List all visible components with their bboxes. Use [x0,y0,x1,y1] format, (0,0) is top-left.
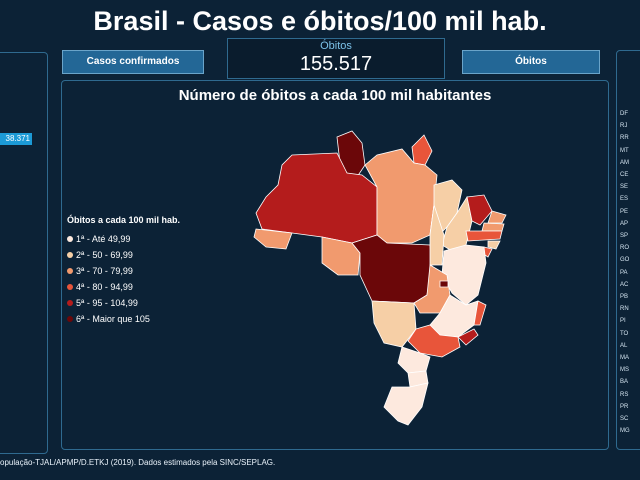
state-pe[interactable] [465,230,503,242]
legend-label: 1ª - Até 49,99 [76,234,131,244]
legend-label: 6ª - Maior que 105 [76,314,150,324]
map-legend: Óbitos a cada 100 mil hab. 1ª - Até 49,9… [67,215,180,327]
legend-label: 3ª - 70 - 79,99 [76,266,133,276]
state-list-item[interactable]: PI [620,318,626,325]
state-rj[interactable] [457,328,479,346]
state-list-item[interactable]: PB [620,294,629,301]
legend-dot-icon [67,236,73,242]
state-df[interactable] [439,280,449,288]
obitos-button[interactable]: Óbitos [462,50,600,74]
map-panel: Número de óbitos a cada 100 mil habitant… [61,80,609,450]
state-list-item[interactable]: PR [620,403,629,410]
state-list-item[interactable]: DF [620,111,628,117]
legend-dot-icon [67,284,73,290]
state-list-item[interactable]: RO [620,245,629,252]
state-list-item[interactable]: MS [620,367,629,374]
state-list-item[interactable]: RS [620,391,629,398]
legend-title: Óbitos a cada 100 mil hab. [67,215,181,225]
state-list-item[interactable]: SE [620,184,629,191]
legend-label: 5ª - 95 - 104,99 [76,298,138,308]
state-mt[interactable] [351,234,433,304]
state-list-item[interactable]: MT [620,147,629,154]
state-list: DF RJ RR MT AM CE SE ES PE AP SP RO GO PA AC PB RN PI TO AL… [620,108,630,437]
legend-item: 3ª - 70 - 79,99 [67,263,180,279]
legend-dot-icon [67,252,73,258]
state-ap[interactable] [411,134,433,166]
state-list-item[interactable]: SP [620,233,629,240]
state-list-panel: DF RJ RR MT AM CE SE ES PE AP SP RO GO PA AC PB RN PI TO AL… [616,50,640,450]
left-panel: 38.371 [0,52,48,454]
legend-item: 2ª - 50 - 69,99 [67,247,180,263]
state-list-item[interactable]: AL [620,342,628,349]
footer-source: opulação-TJAL/APMP/D.ETKJ (2019). Dados … [0,458,276,467]
state-rs[interactable] [383,382,429,426]
state-list-item[interactable]: AM [620,159,629,166]
state-ac[interactable] [253,228,293,250]
state-list-item[interactable]: GO [620,257,630,264]
state-list-item[interactable]: MA [620,355,629,362]
state-list-item[interactable]: BA [620,379,629,386]
state-rn[interactable] [487,210,507,224]
legend-dot-icon [67,268,73,274]
state-list-item[interactable]: ES [620,196,629,203]
legend-dot-icon [67,300,73,306]
state-list-item[interactable]: RN [620,306,629,313]
legend-item: 5ª - 95 - 104,99 [67,295,180,311]
legend-item: 4ª - 80 - 94,99 [67,279,180,295]
state-list-item[interactable]: RR [620,135,629,142]
legend-label: 2ª - 50 - 69,99 [76,250,133,260]
state-list-item[interactable]: RJ [620,123,628,130]
state-pb[interactable] [481,222,505,232]
map-title: Número de óbitos a cada 100 mil habitant… [178,87,492,104]
obitos-kpi-card: Óbitos 155.517 [227,38,445,79]
state-list-item[interactable]: SC [620,416,629,423]
state-list-item[interactable]: PE [620,208,629,215]
legend-item: 1ª - Até 49,99 [67,231,180,247]
state-list-item[interactable]: CE [620,172,629,179]
state-list-item[interactable]: TO [620,330,629,337]
legend-item: 6ª - Maior que 105 [67,311,180,327]
kpi-label: Óbitos [320,40,352,52]
state-go[interactable] [413,264,451,314]
state-to[interactable] [429,204,445,266]
state-es[interactable] [473,300,487,326]
page-title: Brasil - Casos e óbitos/100 mil hab. [93,6,547,36]
legend-dot-icon [67,316,73,322]
state-sp[interactable] [407,324,461,358]
state-ce[interactable] [466,194,493,226]
casos-confirmados-button[interactable]: Casos confirmados [62,50,204,74]
state-list-item[interactable]: MG [620,428,630,435]
state-list-item[interactable]: AC [620,281,629,288]
brazil-map [253,130,507,426]
kpi-value: 155.517 [299,53,373,75]
legend-label: 4ª - 80 - 94,99 [76,282,133,292]
state-al[interactable] [487,240,501,250]
state-list-item[interactable]: PA [620,269,628,276]
state-list-item[interactable]: AP [620,220,629,227]
left-value-bar[interactable]: 38.371 [0,133,32,145]
